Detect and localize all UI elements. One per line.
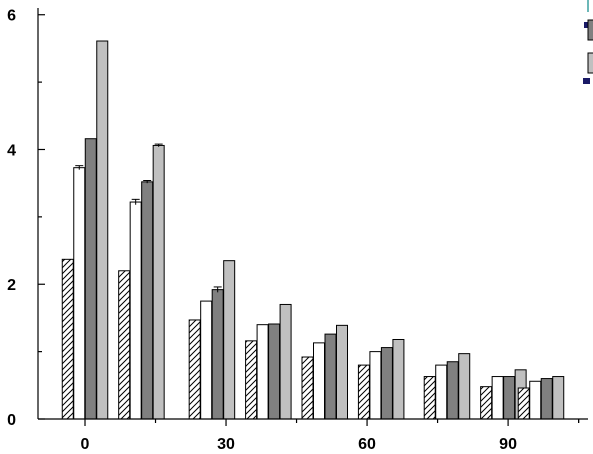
bar — [313, 342, 326, 420]
y-tick-label: 2 — [7, 277, 16, 294]
bar — [223, 260, 236, 420]
bar — [446, 361, 459, 420]
y-tick-label: 4 — [7, 142, 16, 159]
bar — [380, 347, 393, 420]
bar — [336, 324, 349, 420]
bar — [517, 387, 530, 420]
bar — [279, 303, 292, 420]
legend-fragment — [583, 0, 593, 84]
legend-swatch-dark — [587, 19, 593, 41]
bar — [480, 386, 493, 420]
bar — [211, 289, 224, 420]
legend-swatch-light — [587, 52, 593, 74]
bar — [369, 351, 382, 420]
bar — [301, 356, 314, 420]
bar — [540, 378, 553, 420]
bar — [141, 181, 154, 420]
bar — [256, 324, 269, 420]
error-bars-group — [75, 143, 222, 293]
bar — [129, 201, 142, 420]
bar — [152, 144, 165, 420]
y-tick-label: 6 — [7, 8, 16, 25]
bar — [200, 300, 213, 420]
bar — [529, 380, 542, 420]
bar — [268, 323, 281, 420]
bar — [491, 376, 504, 420]
bar — [96, 40, 109, 420]
legend-marker — [584, 22, 590, 28]
bar — [61, 258, 74, 420]
bar — [188, 319, 201, 420]
bar — [435, 364, 448, 420]
bar — [357, 364, 370, 420]
bars-group — [61, 40, 565, 420]
bar — [118, 270, 131, 420]
bar — [552, 376, 565, 420]
x-tick-label: 60 — [358, 436, 376, 453]
x-tick-label: 0 — [81, 436, 90, 453]
bar — [84, 138, 97, 420]
legend-marker — [583, 78, 590, 84]
bar — [503, 376, 516, 420]
bar — [73, 167, 86, 420]
y-tick-label: 0 — [7, 412, 16, 429]
x-tick-label: 90 — [499, 436, 517, 453]
bar — [324, 333, 337, 420]
bar — [423, 376, 436, 420]
x-tick-label: 30 — [217, 436, 235, 453]
bar — [458, 353, 471, 420]
bar — [392, 338, 405, 420]
bar — [245, 340, 258, 420]
